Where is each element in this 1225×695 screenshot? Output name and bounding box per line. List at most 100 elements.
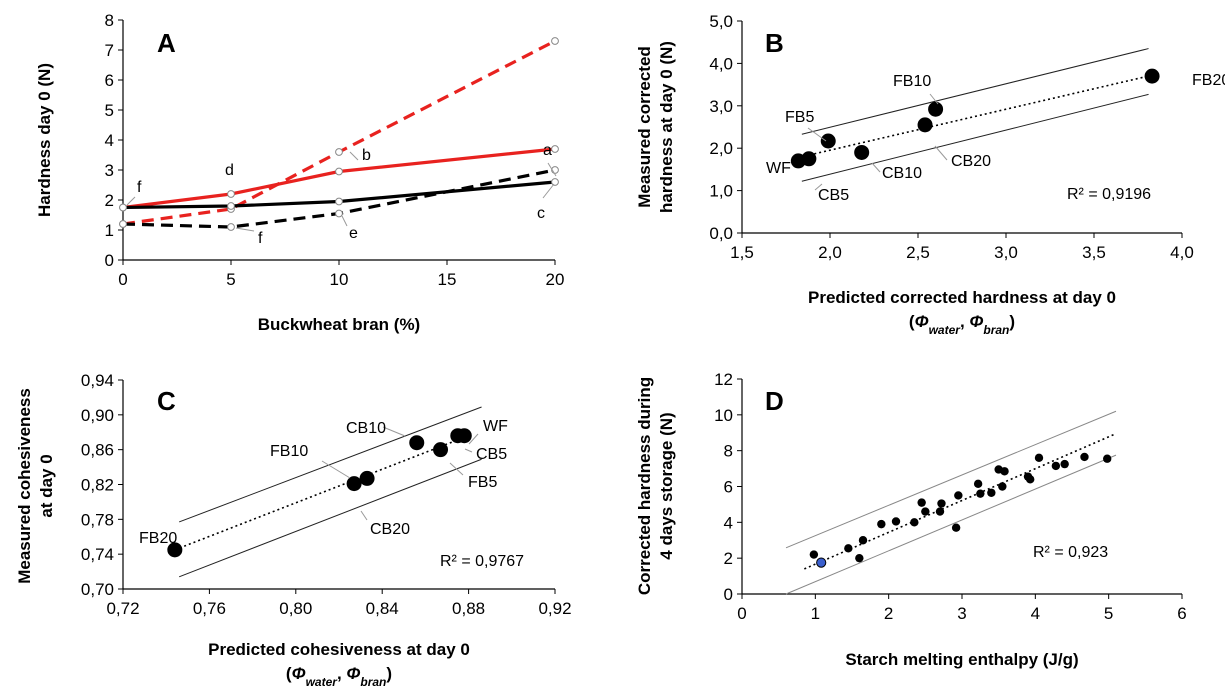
data-point: [917, 498, 926, 507]
data-point: [1103, 454, 1112, 463]
x-tick-label: 0,80: [279, 599, 312, 618]
data-point: [844, 544, 853, 553]
label-leader: [321, 460, 351, 479]
point-label: FB5: [468, 474, 497, 491]
label-leader: [814, 183, 823, 191]
x-tick-label: 3,5: [1082, 243, 1106, 262]
point-label: FB10: [270, 443, 308, 460]
x-axis-subtitle-part: Φ: [346, 664, 360, 683]
data-point: [335, 197, 343, 206]
point-annotation: b: [362, 147, 371, 164]
y-tick-label: 5,0: [709, 12, 733, 31]
x-axis-subtitle-part: ): [386, 664, 392, 683]
x-axis-subtitle-part: ,: [960, 312, 969, 331]
r-squared-label: R² = 0,923: [1033, 544, 1108, 561]
data-point: [801, 151, 817, 167]
x-axis-subtitle-part: Φ: [915, 312, 929, 331]
y-tick-label: 4: [724, 513, 733, 532]
y-tick-label: 0,74: [81, 545, 114, 564]
annotation-leader: [349, 151, 359, 161]
data-point: [119, 203, 127, 212]
confidence-band-lower: [785, 454, 1117, 595]
confidence-band-lower: [178, 458, 482, 578]
y-axis-title-line2: 4 days storage (N): [657, 412, 676, 559]
data-point: [937, 499, 946, 508]
point-annotation: a: [543, 142, 552, 159]
x-axis-subtitle: (Φwater, Φbran): [909, 312, 1015, 337]
panel-c: 0,70 0,74 0,78 0,82 0,86 0,90 0,94 0,72 0,76 0,80…: [15, 371, 572, 689]
x-tick-label: 3,0: [994, 243, 1018, 262]
annotation-leader: [341, 215, 348, 227]
x-axis-subtitle-part: Φ: [292, 664, 306, 683]
y-tick-label: 0: [105, 251, 114, 270]
point-label: CB20: [951, 153, 991, 170]
data-point: [891, 517, 901, 526]
y-tick-label: 0,0: [709, 224, 733, 243]
panel-a: 0 1 2 3 4 5 6 7 8 0 5 10 15 20 Buckwheat bran (%) Hardn…: [35, 11, 564, 334]
x-tick-label: 0,88: [452, 599, 485, 618]
data-point: [1000, 467, 1009, 476]
label-leader: [464, 448, 473, 453]
y-tick-label: 0,90: [81, 406, 114, 425]
y-tick-label: 6: [724, 478, 733, 497]
x-tick-label: 20: [546, 270, 565, 289]
y-tick-label: 5: [105, 101, 114, 120]
data-point: [1034, 453, 1044, 463]
y-tick-label: 1,0: [709, 182, 733, 201]
point-label: CB10: [882, 165, 922, 182]
label-leader: [871, 162, 881, 173]
trend-line: [804, 432, 1117, 570]
data-point: [998, 482, 1007, 491]
y-tick-label: 0,78: [81, 510, 114, 529]
point-label: WF: [766, 160, 791, 177]
y-tick-label: 0,86: [81, 441, 114, 460]
trend-line: [794, 73, 1158, 160]
x-tick-label: 5: [1104, 604, 1113, 623]
y-axis-title: Measured corrected: [635, 46, 654, 208]
x-tick-label: 0,76: [193, 599, 226, 618]
y-tick-label: 0,82: [81, 476, 114, 495]
annotation-leader: [542, 183, 555, 199]
x-tick-label: 0,84: [366, 599, 399, 618]
data-point: [456, 428, 472, 444]
data-point: [951, 523, 961, 532]
label-leader: [449, 462, 464, 476]
y-axis-title: Corrected hardness during: [635, 377, 654, 595]
data-point: [877, 519, 886, 529]
x-axis-title: Predicted cohesiveness at day 0: [208, 640, 470, 659]
data-point: [987, 488, 996, 497]
panel-b: 0,0 1,0 2,0 3,0 4,0 5,0 1,5 2,0 2,5 3,0 3,5 4,0 Pred…: [635, 12, 1225, 337]
data-point: [359, 470, 375, 486]
data-point: [809, 550, 819, 559]
x-axis-subtitle-part: Φ: [969, 312, 983, 331]
x-axis-title: Starch melting enthalpy (J/g): [845, 650, 1078, 669]
point-label: WF: [483, 418, 508, 435]
series-line: [122, 168, 556, 229]
data-point: [227, 190, 235, 198]
point-label: CB5: [476, 446, 507, 463]
data-point: [910, 518, 919, 527]
y-tick-label: 0,70: [81, 580, 114, 599]
data-point: [854, 144, 870, 160]
x-axis-subtitle-part: (: [286, 664, 292, 683]
point-annotation: e: [349, 225, 358, 242]
x-axis-subtitle-part: (: [909, 312, 915, 331]
annotation-leader: [126, 196, 136, 206]
confidence-band-lower: [801, 93, 1149, 182]
x-axis-subtitle: (Φwater, Φbran): [286, 664, 392, 689]
x-tick-label: 10: [330, 270, 349, 289]
x-axis-subtitle-part: ,: [337, 664, 346, 683]
r-squared-label: R² = 0,9196: [1067, 186, 1151, 203]
label-leader: [929, 93, 939, 105]
y-tick-label: 7: [105, 41, 114, 60]
point-label: CB10: [346, 420, 386, 437]
y-tick-label: 0: [724, 585, 733, 604]
series-line: [122, 147, 556, 210]
y-tick-label: 2: [724, 549, 733, 568]
point-label: CB20: [370, 521, 410, 538]
point-annotation: f: [137, 179, 142, 196]
data-point: [335, 148, 343, 156]
point-label: FB20: [139, 530, 177, 547]
x-tick-label: 6: [1177, 604, 1186, 623]
